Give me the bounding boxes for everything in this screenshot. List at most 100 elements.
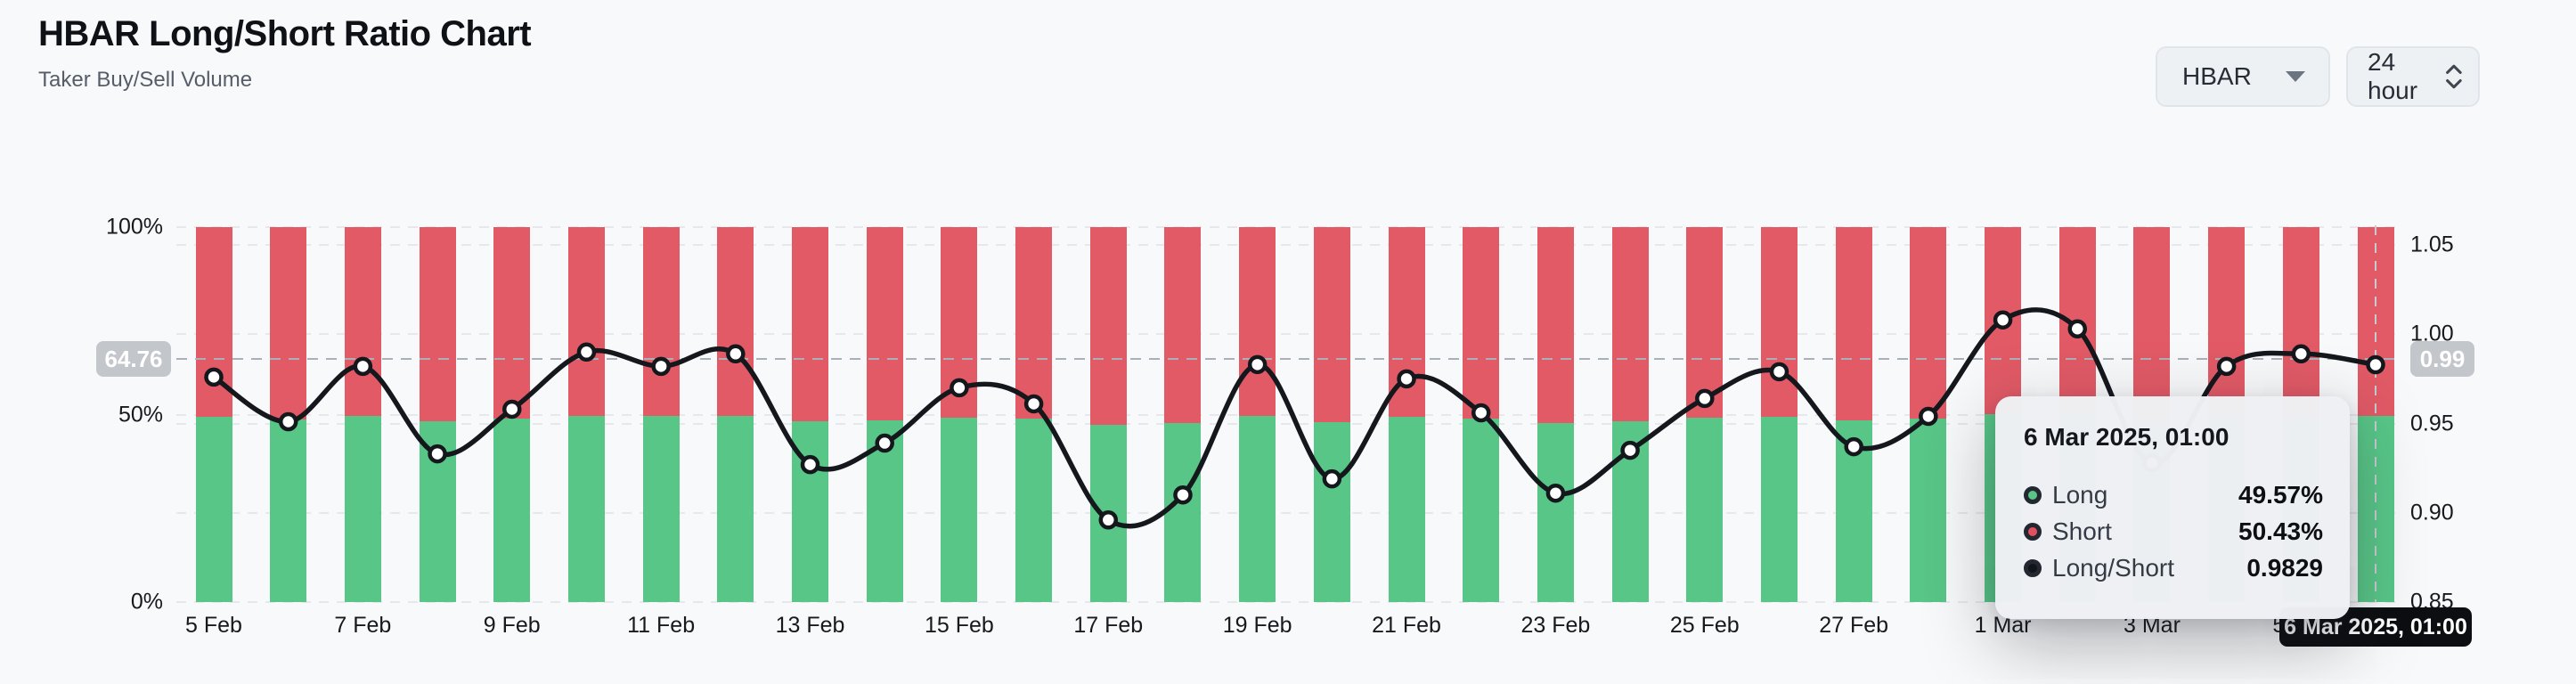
long-bar-segment	[1686, 418, 1724, 602]
x-axis-label: 9 Feb	[483, 613, 541, 638]
long-bar-segment	[270, 419, 307, 602]
short-bar-segment	[1910, 227, 1947, 419]
line-marker[interactable]	[2216, 356, 2237, 377]
volume-bar[interactable]	[344, 227, 381, 602]
x-axis-label: 23 Feb	[1520, 613, 1591, 638]
line-marker[interactable]	[1844, 436, 1863, 457]
line-marker[interactable]	[1769, 362, 1789, 382]
line-marker[interactable]	[1173, 484, 1193, 505]
line-marker[interactable]	[2366, 354, 2385, 375]
line-marker[interactable]	[1322, 468, 1342, 489]
line-marker[interactable]	[800, 454, 820, 475]
crosshair-left-value-badge: 64.76	[96, 341, 171, 378]
short-bar-segment	[1239, 227, 1276, 417]
tooltip-value: 49.57%	[2238, 480, 2323, 509]
line-marker[interactable]	[1695, 388, 1715, 409]
interval-select-value: 24 hour	[2368, 48, 2418, 104]
volume-bar[interactable]	[1537, 227, 1574, 602]
long-bar-segment	[1910, 419, 1947, 602]
gridline	[176, 244, 2396, 246]
line-marker[interactable]	[950, 378, 969, 398]
line-marker[interactable]	[1023, 394, 1044, 414]
volume-bar[interactable]	[1611, 227, 1649, 602]
long-bar-segment	[1164, 423, 1202, 602]
volume-bar[interactable]	[642, 227, 680, 602]
long-bar-segment	[1239, 416, 1276, 602]
volume-bar[interactable]	[717, 227, 754, 602]
long-bar-segment	[1463, 419, 1500, 602]
volume-bar[interactable]	[1164, 227, 1202, 602]
y-axis-right-label: 0.95	[2410, 411, 2454, 436]
line-marker[interactable]	[2291, 344, 2311, 364]
crosshair-vertical-line	[2375, 225, 2376, 602]
ratio-dot-icon	[2024, 558, 2042, 577]
long-bar-segment	[567, 415, 605, 602]
x-axis-label: 15 Feb	[924, 613, 994, 638]
volume-bar[interactable]	[1463, 227, 1500, 602]
line-marker[interactable]	[353, 356, 373, 377]
line-marker[interactable]	[651, 356, 671, 377]
symbol-select[interactable]: HBAR	[2156, 46, 2330, 107]
line-marker[interactable]	[278, 411, 298, 432]
line-marker[interactable]	[428, 444, 447, 464]
volume-bar[interactable]	[1835, 227, 1872, 602]
volume-bar[interactable]	[1388, 227, 1425, 602]
volume-bar[interactable]	[493, 227, 531, 602]
volume-bar[interactable]	[270, 227, 307, 602]
symbol-select-value: HBAR	[2182, 62, 2252, 90]
volume-bar[interactable]	[567, 227, 605, 602]
long-bar-segment	[1537, 423, 1574, 602]
line-marker[interactable]	[1620, 440, 1640, 460]
line-marker[interactable]	[1545, 483, 1566, 503]
tooltip-row-long: Long 49.57%	[2024, 476, 2323, 513]
short-bar-segment	[1686, 227, 1724, 419]
short-bar-segment	[866, 227, 903, 421]
line-marker[interactable]	[2067, 319, 2087, 338]
crosshair-horizontal-line	[176, 358, 2396, 361]
line-marker[interactable]	[726, 344, 746, 364]
up-down-chevrons-icon	[2446, 64, 2462, 89]
short-bar-segment	[1760, 227, 1797, 417]
volume-bar[interactable]	[1910, 227, 1947, 602]
volume-bar[interactable]	[1686, 227, 1724, 602]
x-axis-label: 11 Feb	[627, 613, 696, 638]
line-marker[interactable]	[1247, 354, 1268, 375]
short-bar-segment	[1015, 227, 1053, 419]
short-bar-segment	[419, 227, 456, 421]
short-dot-icon	[2024, 522, 2042, 541]
y-axis-left-label: 100%	[106, 214, 163, 240]
interval-select[interactable]: 24 hour	[2346, 46, 2480, 107]
tooltip-row-short: Short 50.43%	[2024, 513, 2323, 550]
line-marker[interactable]	[1098, 510, 1119, 530]
line-marker[interactable]	[875, 433, 894, 453]
short-bar-segment	[642, 227, 680, 417]
tooltip-label: Long	[2052, 480, 2108, 509]
short-bar-segment	[493, 227, 531, 419]
short-bar-segment	[1463, 227, 1500, 419]
short-bar-segment	[717, 227, 754, 416]
line-marker[interactable]	[204, 367, 224, 387]
tooltip-label: Long/Short	[2052, 553, 2174, 582]
line-marker[interactable]	[1397, 369, 1416, 389]
long-bar-segment	[1015, 418, 1053, 602]
long-bar-segment	[195, 417, 232, 602]
line-marker[interactable]	[1471, 403, 1491, 423]
line-marker[interactable]	[576, 342, 597, 362]
short-bar-segment	[1537, 227, 1574, 424]
volume-bar[interactable]	[1760, 227, 1797, 602]
short-bar-segment	[344, 227, 381, 417]
volume-bar[interactable]	[1313, 227, 1350, 602]
x-axis-label: 13 Feb	[775, 613, 845, 638]
volume-bar[interactable]	[1015, 227, 1053, 602]
long-bar-segment	[717, 415, 754, 602]
short-bar-segment	[2282, 227, 2319, 416]
line-marker[interactable]	[1993, 310, 2013, 330]
short-bar-segment	[567, 227, 605, 416]
line-marker[interactable]	[502, 399, 522, 419]
x-axis-label: 17 Feb	[1073, 613, 1144, 638]
volume-bar[interactable]	[1239, 227, 1276, 602]
short-bar-segment	[2208, 227, 2246, 417]
line-marker[interactable]	[1919, 406, 1938, 427]
tooltip-date: 6 Mar 2025, 01:00	[2024, 423, 2230, 451]
